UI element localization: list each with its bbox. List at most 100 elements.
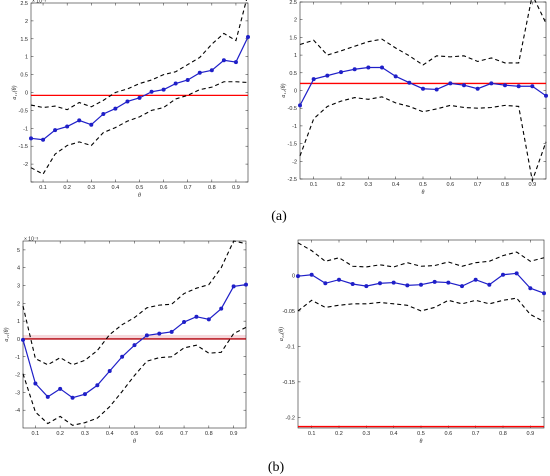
reference-shade xyxy=(23,334,246,339)
plot-frame xyxy=(22,240,247,429)
y-tick-label: -0.2 xyxy=(286,415,295,421)
y-tick-label: -0.5 xyxy=(288,106,297,112)
estimate-line xyxy=(22,284,247,399)
estimate-point xyxy=(113,106,118,111)
estimate-point xyxy=(298,103,302,108)
x-tick-label: 0.2 xyxy=(63,185,71,191)
estimate-point xyxy=(101,111,106,116)
y-tick-label: 2 xyxy=(17,301,20,307)
x-tick-label: 0.4 xyxy=(390,431,398,437)
estimate-point xyxy=(337,277,341,282)
lower-band-line xyxy=(299,96,547,183)
x-tick-label: 0.2 xyxy=(337,182,345,188)
estimate-point xyxy=(125,99,130,104)
lower-band-line xyxy=(30,81,249,175)
estimate-point xyxy=(82,392,87,397)
x-tick-label: 0.7 xyxy=(474,182,482,188)
estimate-point xyxy=(41,137,46,142)
panel-a-left: 0.1 0.2 0.3 0.4 0.5 0.6 0.7 0.8 0.9 -2 -1.5 -1 -0.5 0… xyxy=(11,0,250,199)
x-tick-label: 0.9 xyxy=(527,431,535,437)
y-tick-label: 1.5 xyxy=(20,37,28,43)
estimate-point xyxy=(185,77,190,82)
estimate-point xyxy=(77,118,82,123)
y-exponent-label: × 10⁻³ xyxy=(32,0,47,5)
y-tick-label: 2 xyxy=(25,19,28,25)
estimate-point xyxy=(380,65,384,70)
y-tick-label: -0.05 xyxy=(282,309,295,315)
estimate-point xyxy=(137,95,142,100)
estimate-line xyxy=(30,36,249,141)
y-tick-label: 0 xyxy=(25,91,28,97)
x-tick-label: 0.4 xyxy=(392,182,400,188)
y-tick-label: -2 xyxy=(15,373,20,379)
x-tick-label: 0.8 xyxy=(208,185,216,191)
estimate-point xyxy=(209,68,214,73)
estimate-point xyxy=(311,77,316,82)
y-tick-label: -2 xyxy=(292,159,297,165)
x-tick-label: 0.1 xyxy=(310,182,318,188)
estimate-point xyxy=(161,87,166,92)
y-exponent-label: × 10⁻³ xyxy=(24,237,39,243)
estimate-point xyxy=(378,281,382,286)
estimate-point xyxy=(366,65,371,70)
y-tick-label: 1 xyxy=(25,55,28,61)
estimate-point xyxy=(487,282,492,287)
x-axis-label: θ xyxy=(133,439,136,445)
x-tick-label: 0.6 xyxy=(155,431,163,437)
y-tick-label: -0.5 xyxy=(19,108,28,114)
estimate-point xyxy=(89,122,94,127)
estimate-line xyxy=(299,66,547,106)
estimate-point xyxy=(528,286,533,291)
y-tick-label: 4 xyxy=(17,266,20,272)
estimate-point xyxy=(197,70,202,75)
y-axis-label: a₁₂(θ) xyxy=(280,83,287,97)
x-tick-label: 0.9 xyxy=(529,182,537,188)
estimate-point xyxy=(391,280,396,285)
y-tick-label: -2 xyxy=(23,162,28,168)
x-tick-label: 0.3 xyxy=(365,182,373,188)
plot-frame xyxy=(30,2,249,183)
panel-b-left: 0.1 0.2 0.3 0.4 0.5 0.6 0.7 0.8 0.9 -4 -3 -2 -1 0 1 2 3 4… xyxy=(3,237,248,445)
y-tick-label: 3 xyxy=(17,284,20,290)
x-tick-label: 0.2 xyxy=(335,431,343,437)
x-tick-label: 0.6 xyxy=(160,185,168,191)
x-tick-label: 0.3 xyxy=(363,431,371,437)
upper-band-line xyxy=(22,240,247,366)
estimate-point xyxy=(446,280,451,285)
x-tick-label: 0.8 xyxy=(205,431,213,437)
caption-b: (b) xyxy=(268,460,285,475)
x-tick-label: 0.3 xyxy=(87,185,95,191)
x-tick-label: 0.8 xyxy=(501,182,509,188)
estimate-point xyxy=(339,70,343,75)
estimate-point xyxy=(144,333,149,338)
estimate-point xyxy=(157,331,162,336)
x-tick-label: 0.5 xyxy=(131,431,139,437)
x-tick-label: 0.5 xyxy=(419,182,427,188)
estimate-point xyxy=(407,80,412,85)
y-tick-label: 0 xyxy=(294,89,297,95)
y-tick-label: -1.5 xyxy=(288,142,297,148)
estimate-point xyxy=(352,67,357,72)
y-tick-label: 1 xyxy=(17,319,20,325)
x-tick-label: 0.4 xyxy=(106,431,114,437)
estimate-point xyxy=(149,89,154,94)
x-tick-label: 0.7 xyxy=(180,431,188,437)
estimate-point xyxy=(460,284,464,289)
x-axis-label: θ xyxy=(138,193,141,199)
estimate-point xyxy=(296,274,300,279)
y-tick-label: 5 xyxy=(17,248,20,254)
estimate-point xyxy=(95,383,100,388)
estimate-point xyxy=(530,84,535,89)
x-tick-label: 0.8 xyxy=(499,431,507,437)
x-axis-label: θ xyxy=(420,439,423,445)
estimate-point xyxy=(501,272,505,277)
x-axis-label: θ xyxy=(422,190,425,196)
estimate-point xyxy=(489,81,494,86)
estimate-point xyxy=(21,337,25,342)
y-axis-label: a₂₁(θ) xyxy=(3,327,10,341)
y-tick-label: 1 xyxy=(294,53,297,59)
estimate-point xyxy=(309,272,314,277)
estimate-point xyxy=(514,271,519,276)
lower-band-line xyxy=(297,297,545,323)
y-tick-label: 1.5 xyxy=(289,35,297,41)
